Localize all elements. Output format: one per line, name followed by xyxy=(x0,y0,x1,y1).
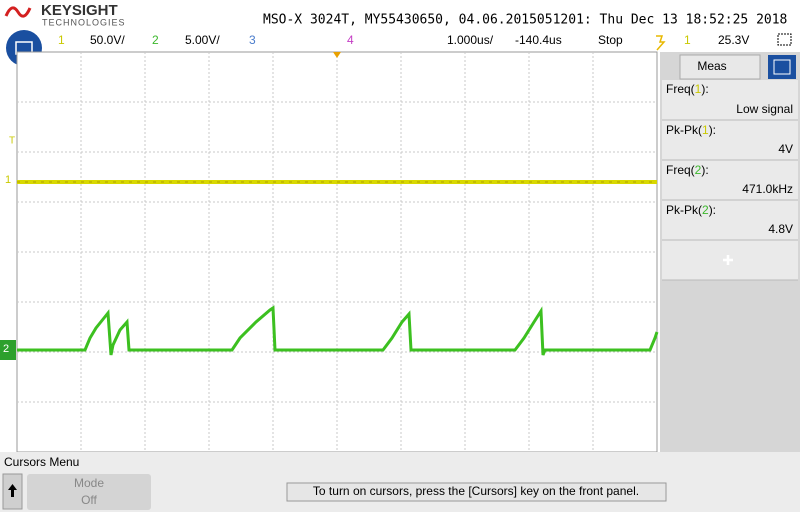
mode-value: Off xyxy=(81,493,97,507)
brand-logo xyxy=(4,6,32,18)
ch2-marker: 2 xyxy=(3,343,9,355)
trigger-icon xyxy=(656,35,666,51)
trigger-level: 25.3V xyxy=(718,33,749,47)
trigger-level-marker: T xyxy=(9,136,15,147)
trigger-position xyxy=(333,52,341,58)
meas-label: Freq(2): xyxy=(666,163,709,177)
meas-channel: 1 xyxy=(702,123,709,137)
meas-label-text: ): xyxy=(709,203,716,217)
ch2-label: 2 xyxy=(152,33,159,47)
ch3-label: 3 xyxy=(249,33,256,47)
meas-label-text: Freq( xyxy=(666,82,695,96)
meas-label-text: ): xyxy=(701,163,708,177)
timebase: 1.000us/ xyxy=(447,33,494,47)
brand: KEYSIGHT xyxy=(41,2,118,19)
instrument-info: MSO-X 3024T, MY55430650, 04.06.201505120… xyxy=(263,13,787,28)
mode-button[interactable] xyxy=(27,474,151,510)
ch2-trace xyxy=(17,305,659,356)
meas-label-text: Pk-Pk( xyxy=(666,123,702,137)
meas-label: Pk-Pk(1): xyxy=(666,123,716,137)
back-arrow xyxy=(8,484,17,497)
meas-value: 4V xyxy=(778,142,793,156)
message-box xyxy=(286,482,667,502)
ch1-marker: 1 xyxy=(5,174,11,186)
ch2-marker-bg xyxy=(0,340,16,360)
meas-channel: 2 xyxy=(702,203,709,217)
meas-value: 4.8V xyxy=(768,222,793,236)
mode-label: Mode xyxy=(74,476,104,490)
menu-title: Cursors Menu xyxy=(4,455,79,469)
panel-icon-glyph xyxy=(773,59,791,75)
meas-channel: 1 xyxy=(695,82,702,96)
ch1-scale: 50.0V/ xyxy=(90,33,125,47)
panel-icon[interactable] xyxy=(768,55,796,79)
grid xyxy=(17,52,657,452)
ch2-scale: 5.00V/ xyxy=(185,33,220,47)
meas-value: 471.0kHz xyxy=(742,182,793,196)
meas-tab[interactable] xyxy=(679,54,761,80)
ch4-label: 4 xyxy=(347,33,354,47)
add-measurement[interactable] xyxy=(723,255,733,265)
meas-tab-label: Meas xyxy=(697,59,726,73)
meas-list xyxy=(662,80,798,280)
meas-label-text: ): xyxy=(701,82,708,96)
delay: -140.4us xyxy=(515,33,562,47)
brand-sub: TECHNOLOGIES xyxy=(42,17,126,27)
meas-label-text: ): xyxy=(709,123,716,137)
header-bg xyxy=(0,0,800,52)
meas-channel: 2 xyxy=(695,163,702,177)
meas-label: Pk-Pk(2): xyxy=(666,203,716,217)
trigger-source: 1 xyxy=(684,33,691,47)
meas-label-text: Pk-Pk( xyxy=(666,203,702,217)
zoom-icon[interactable] xyxy=(777,33,792,46)
ch1-label: 1 xyxy=(58,33,65,47)
meas-label-text: Freq( xyxy=(666,163,695,177)
meas-label: Freq(1): xyxy=(666,82,709,96)
message: To turn on cursors, press the [Cursors] … xyxy=(313,484,639,498)
meas-value: Low signal xyxy=(736,102,793,116)
run-state: Stop xyxy=(598,33,623,47)
